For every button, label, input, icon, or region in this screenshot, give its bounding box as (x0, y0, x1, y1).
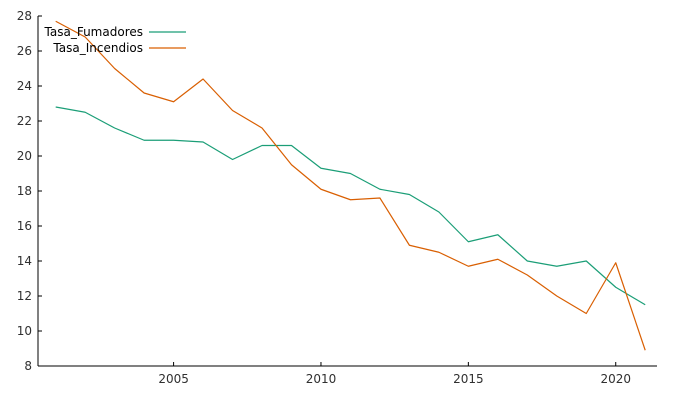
y-tick-label: 8 (24, 359, 32, 373)
axes (37, 16, 657, 367)
y-tick-label: 12 (17, 289, 32, 303)
x-tick-label: 2005 (158, 372, 189, 386)
x-tick-label: 2015 (453, 372, 484, 386)
y-tick-label: 16 (17, 219, 32, 233)
legend-label: Tasa_Fumadores (44, 25, 143, 39)
series-line-tasa-incendios (55, 20, 646, 351)
x-tick-label: 2020 (600, 372, 631, 386)
tick-marks: 8 10 12 14 16 18 20 22 24 26 28 2005 2010 2015 2020 (17, 9, 631, 386)
legend-label: Tasa_Incendios (52, 41, 143, 55)
legend: Tasa_Fumadores Tasa_Incendios (44, 25, 186, 55)
series-line-tasa-fumadores (55, 106, 646, 306)
y-tick-label: 18 (17, 184, 32, 198)
x-tick-label: 2010 (306, 372, 337, 386)
series-lines (55, 20, 646, 351)
y-tick-label: 24 (17, 79, 32, 93)
y-tick-label: 28 (17, 9, 32, 23)
y-tick-label: 20 (17, 149, 32, 163)
y-tick-label: 14 (17, 254, 32, 268)
y-tick-label: 22 (17, 114, 32, 128)
y-tick-label: 26 (17, 44, 32, 58)
y-tick-label: 10 (17, 324, 32, 338)
